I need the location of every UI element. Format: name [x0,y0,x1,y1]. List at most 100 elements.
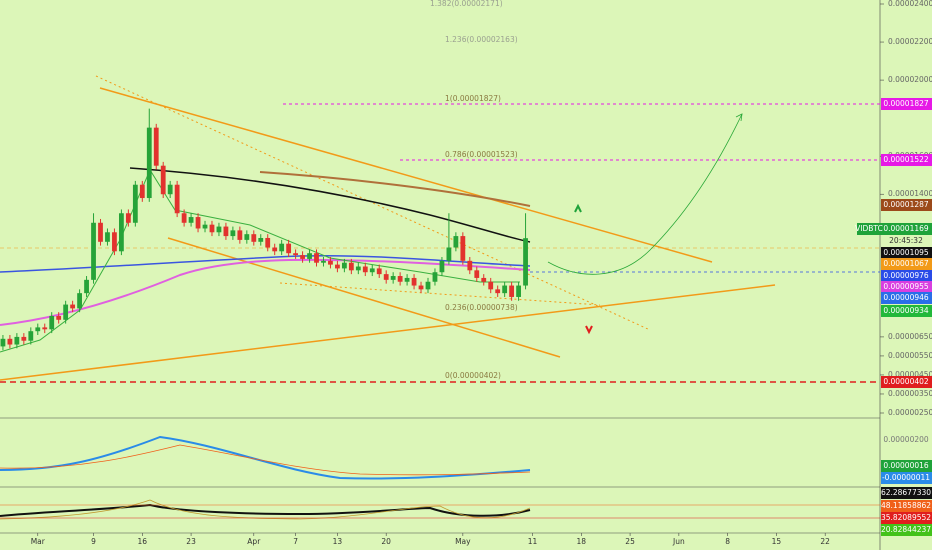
candle-body [286,243,292,254]
price-box [881,281,932,293]
y-tick-label: 0.00002000 [888,75,932,84]
candle-body [446,247,452,261]
price-box [881,223,932,235]
panel-label: 48.11858862 [881,501,931,510]
x-tick-label: 9 [91,537,96,546]
y-tick-label: 0.00002200 [888,37,932,46]
candle-body [516,285,521,297]
candle-body [390,276,396,280]
price-box-label: 0.00000946 [883,293,929,302]
drawings [0,75,880,520]
candle-body [181,213,187,223]
y-tick-label: 0.00000250 [888,408,932,417]
x-tick-label: 8 [725,537,730,546]
candle-body [49,315,55,330]
candle-body [523,238,528,286]
panel-box [881,524,932,536]
candle-body [202,224,208,229]
candle-body [355,266,361,271]
panel-box [881,512,932,524]
candle-body [84,279,89,294]
y-tick-label: 0.00000450 [888,370,932,379]
candle-body [251,234,257,242]
x-tick-label: 11 [528,537,538,546]
candle-body [481,277,487,282]
candle-body [244,234,250,240]
panel-box [881,487,932,499]
price-box-label: 0.00001522 [883,155,929,164]
price-box [881,247,932,259]
trend-line [0,284,776,381]
x-tick-label: 13 [333,537,343,546]
candle-body [63,304,69,320]
price-box [881,270,932,282]
candle-body [509,285,515,297]
stoch-line [0,503,531,517]
candle-body [411,277,417,286]
moving-average [259,171,531,207]
candle-body [265,237,271,248]
x-tick-label: Mar [31,537,46,546]
candle-body [35,327,41,332]
candle-body [502,285,508,294]
candle-body [153,127,159,166]
panel-label: -0.00000011 [882,473,930,482]
candle-body [209,224,215,233]
fib-label: 1(0.00001827) [445,94,501,103]
fib-label: 0.786(0.00001523) [445,150,518,159]
candle-body [376,268,382,275]
symbol-label: VIDBTC [855,224,883,233]
y-tick-label: 0.00000650 [888,332,932,341]
price-box-label: 0.00000955 [883,282,929,291]
candle-body [439,260,445,273]
candle-body [195,217,201,229]
candle-body [91,222,96,280]
trend-line [167,237,561,358]
candle-body [42,327,48,330]
panel-box [881,472,932,484]
panel-label: 62.28677330 [881,488,931,497]
signal-line [0,444,531,476]
price-box-label: 0.00001169 [883,224,929,233]
candle-body [230,230,236,237]
candle-body [328,260,333,265]
candle-body [453,236,459,248]
down-arrow [585,325,593,335]
x-tick-label: 25 [625,537,635,546]
candle-body [425,281,431,290]
x-tick-label: 16 [138,537,148,546]
candle-body [467,260,473,271]
candle-body [335,264,340,269]
arrow-head [735,113,743,122]
price-box [881,98,932,110]
x-tick-label: 15 [772,537,782,546]
moving-average [0,258,531,326]
price-box [881,258,932,270]
candle-body [237,230,243,240]
candle-body [432,272,438,282]
panel-box [881,500,932,512]
panel-box [881,460,932,472]
price-box-label: 0.00001287 [883,200,929,209]
price-box [881,154,932,166]
candle-body [14,336,20,345]
candle-body [77,293,82,309]
candle-body [132,184,138,223]
candle-body [167,184,173,195]
candle-body [341,262,347,269]
candle-body [56,315,62,320]
x-tick-label: Jun [672,537,685,546]
trend-line [95,75,651,331]
price-box [881,305,932,317]
candle-body [28,331,34,341]
price-box [881,199,932,211]
y-tick-label: 0.00001400 [888,189,932,198]
candle-body [397,276,403,282]
candle-body [216,226,222,233]
candle-body [0,338,6,347]
up-arrow [574,203,582,213]
candle-body [160,165,166,195]
